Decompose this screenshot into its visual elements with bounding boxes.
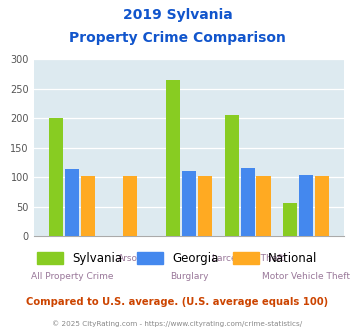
Bar xyxy=(81,176,95,236)
Bar xyxy=(299,175,313,236)
Bar xyxy=(225,115,239,236)
Bar xyxy=(49,118,63,236)
Text: Larceny & Theft: Larceny & Theft xyxy=(212,253,284,263)
Bar xyxy=(283,203,297,236)
Bar xyxy=(315,176,329,236)
Bar xyxy=(198,176,212,236)
Bar xyxy=(166,80,180,236)
Bar xyxy=(182,171,196,236)
Text: Compared to U.S. average. (U.S. average equals 100): Compared to U.S. average. (U.S. average … xyxy=(26,297,329,307)
Text: All Property Crime: All Property Crime xyxy=(31,273,113,281)
Bar xyxy=(256,176,271,236)
Bar xyxy=(241,168,255,236)
Bar xyxy=(124,176,137,236)
Text: © 2025 CityRating.com - https://www.cityrating.com/crime-statistics/: © 2025 CityRating.com - https://www.city… xyxy=(53,320,302,327)
Text: Burglary: Burglary xyxy=(170,273,208,281)
Text: Motor Vehicle Theft: Motor Vehicle Theft xyxy=(262,273,350,281)
Text: Property Crime Comparison: Property Crime Comparison xyxy=(69,31,286,45)
Bar xyxy=(65,169,79,236)
Legend: Sylvania, Georgia, National: Sylvania, Georgia, National xyxy=(33,247,322,270)
Text: 2019 Sylvania: 2019 Sylvania xyxy=(122,8,233,22)
Text: Arson: Arson xyxy=(118,253,143,263)
